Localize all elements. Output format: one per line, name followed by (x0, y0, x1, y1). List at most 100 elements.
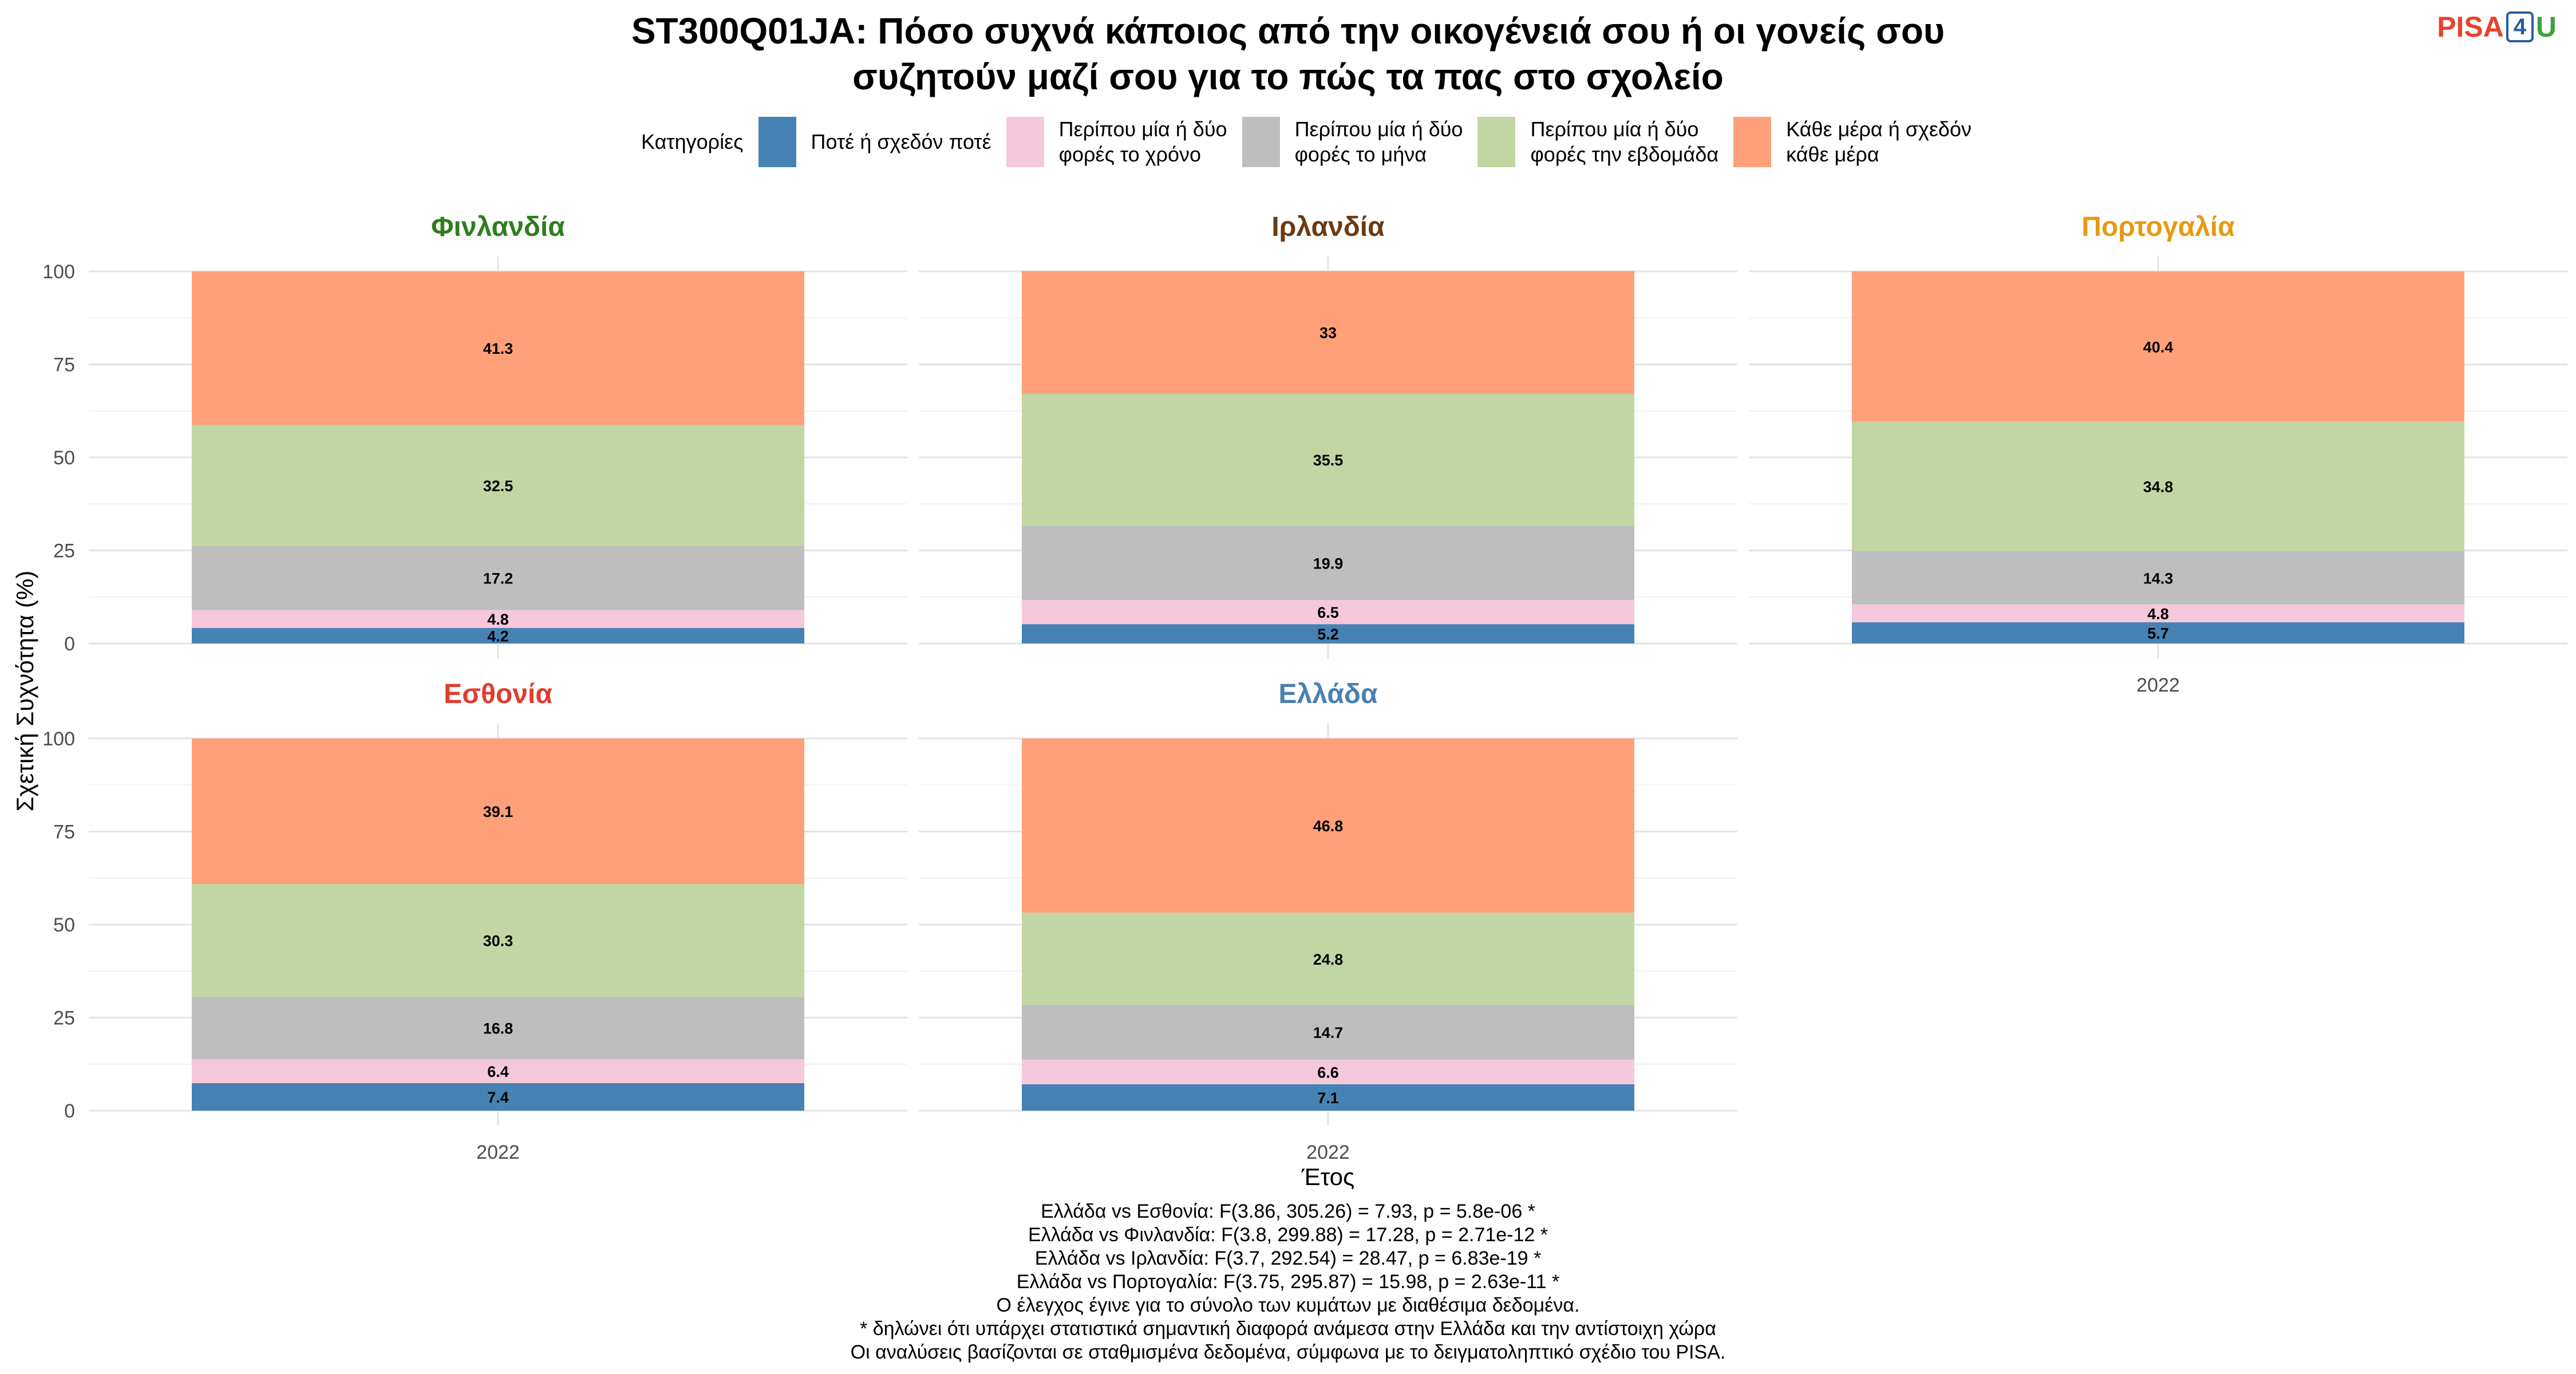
bar-value-label: 4.8 (2147, 605, 2169, 622)
footnote-line: Οι αναλύσεις βασίζονται σε σταθμισμένα δ… (850, 1341, 1726, 1363)
bar-value-label: 35.5 (1313, 452, 1344, 469)
bar-segment (192, 271, 804, 425)
legend-swatch-weekly (1477, 117, 1516, 167)
legend-swatch-monthly (1242, 117, 1280, 167)
bar-value-label: 6.4 (487, 1063, 509, 1080)
footnote-line: Ελλάδα vs Πορτογαλία: F(3.75, 295.87) = … (1016, 1271, 1560, 1293)
footnote-line: Ελλάδα vs Εσθονία: F(3.86, 305.26) = 7.9… (1041, 1201, 1535, 1222)
bar-segment (1022, 739, 1634, 913)
bar-segment (192, 884, 804, 997)
legend-item-monthly: Περίπου μία ή δύο φορές το μήνα (1242, 117, 1463, 167)
footnote-line: * δηλώνει ότι υπάρχει στατιστικά σημαντι… (860, 1318, 1716, 1340)
footnote-line: Ο έλεγχος έγινε για το σύνολο των κυμάτω… (996, 1294, 1580, 1316)
bar-value-label: 16.8 (483, 1020, 513, 1037)
bar-value-label: 4.8 (487, 611, 509, 628)
legend: Κατηγορίες Ποτέ ή σχεδόν ποτέ Περίπου μί… (641, 117, 1986, 167)
bar-value-label: 14.7 (1313, 1024, 1344, 1041)
bar-value-label: 41.3 (483, 340, 513, 357)
legend-swatch-daily (1733, 117, 1772, 167)
legend-item-yearly: Περίπου μία ή δύο φορές το χρόνο (1006, 117, 1227, 167)
legend-label-monthly: Περίπου μία ή δύο φορές το μήνα (1294, 117, 1463, 166)
legend-item-never: Ποτέ ή σχεδόν ποτέ (758, 117, 991, 167)
bar-value-label: 24.8 (1313, 951, 1344, 968)
bar-value-label: 32.5 (483, 477, 513, 495)
legend-label-daily: Κάθε μέρα ή σχεδόν κάθε μέρα (1786, 117, 1971, 166)
bar-value-label: 17.2 (483, 570, 513, 587)
y-axis-title: Σχετική Συχνότητα (%) (11, 571, 38, 812)
bar-value-label: 39.1 (483, 803, 513, 820)
bar-segment (1022, 1005, 1634, 1060)
logo-text-pisa: PISA (2437, 11, 2504, 43)
bar-segment (1022, 526, 1634, 600)
panel-title: Ιρλανδία (1271, 212, 1385, 242)
bar-value-label: 40.4 (2143, 338, 2174, 356)
footnotes: Ελλάδα vs Εσθονία: F(3.86, 305.26) = 7.9… (0, 1200, 2576, 1364)
bar-segment (192, 425, 804, 546)
bar-value-label: 30.3 (483, 933, 513, 950)
bar-value-label: 46.8 (1313, 818, 1344, 835)
logo-text-u: U (2535, 11, 2557, 43)
footnote-line: Ελλάδα vs Φινλανδία: F(3.8, 299.88) = 17… (1028, 1224, 1548, 1246)
panel-title: Εσθονία (444, 679, 552, 709)
bar-segment (1852, 271, 2464, 422)
bar-segment (1022, 624, 1634, 643)
y-tick-label: 50 (53, 914, 75, 936)
y-tick-label: 100 (42, 728, 75, 750)
bar-value-label: 5.2 (1317, 626, 1339, 643)
bar-segment (1022, 271, 1634, 394)
legend-label-weekly: Περίπου μία ή δύο φορές την εβδομάδα (1530, 117, 1719, 166)
bar-segment (1022, 1084, 1634, 1111)
bar-segment (1022, 1059, 1634, 1084)
y-tick-label: 25 (53, 1008, 75, 1029)
logo-text-four: 4 (2506, 11, 2534, 42)
bar-segment (192, 610, 804, 628)
bar-value-label: 5.7 (2147, 625, 2169, 642)
bar-segment (192, 739, 804, 885)
legend-item-weekly: Περίπου μία ή δύο φορές την εβδομάδα (1477, 117, 1718, 167)
bar-segment (192, 546, 804, 610)
pisa4u-logo: PISA 4 U (2437, 10, 2557, 44)
y-tick-label: 75 (53, 354, 75, 376)
y-tick-label: 25 (53, 540, 75, 562)
y-tick-label: 50 (53, 447, 75, 469)
bar-segment (1852, 622, 2464, 643)
x-tick-label: 2022 (476, 1142, 520, 1163)
panel-title: Πορτογαλία (2081, 212, 2235, 242)
bar-segment (1022, 393, 1634, 526)
bar-value-label: 33 (1319, 325, 1337, 342)
legend-swatch-never (758, 117, 796, 167)
chart-title: ST300Q01JA: Πόσο συχνά κάποιος από την ο… (0, 8, 2576, 100)
bar-segment (1852, 551, 2464, 605)
y-tick-label: 0 (64, 633, 75, 655)
panel-title: Φινλανδία (431, 212, 565, 242)
bar-value-label: 19.9 (1313, 555, 1344, 572)
footnote-line: Ελλάδα vs Ιρλανδία: F(3.7, 292.54) = 28.… (1034, 1247, 1542, 1269)
bar-segment (1852, 421, 2464, 551)
legend-label-yearly: Περίπου μία ή δύο φορές το χρόνο (1058, 117, 1227, 166)
bar-segment (1022, 599, 1634, 625)
y-tick-label: 0 (64, 1100, 75, 1122)
bar-segment (192, 627, 804, 643)
bar-segment (192, 1059, 804, 1083)
bar-segment (1852, 604, 2464, 622)
bar-value-label: 4.2 (487, 627, 509, 645)
legend-title: Κατηγορίες (641, 130, 744, 153)
chart-title-text: ST300Q01JA: Πόσο συχνά κάποιος από την ο… (631, 10, 1945, 97)
legend-item-daily: Κάθε μέρα ή σχεδόν κάθε μέρα (1733, 117, 1971, 167)
bar-value-label: 6.5 (1317, 604, 1339, 621)
panel-title: Ελλάδα (1279, 679, 1378, 709)
bar-value-label: 7.1 (1317, 1089, 1339, 1107)
x-axis-title: Έτος (1301, 1163, 1355, 1190)
bar-value-label: 34.8 (2143, 479, 2174, 496)
bar-segment (192, 997, 804, 1060)
bar-segment (192, 1083, 804, 1111)
bar-value-label: 7.4 (487, 1089, 509, 1106)
bar-segment (1022, 913, 1634, 1005)
bar-value-label: 6.6 (1317, 1064, 1339, 1081)
legend-swatch-yearly (1006, 117, 1044, 167)
x-tick-label: 2022 (1306, 1142, 1350, 1163)
bar-value-label: 14.3 (2143, 570, 2174, 587)
x-tick-label: 2022 (2136, 674, 2180, 696)
y-tick-label: 100 (42, 261, 75, 283)
